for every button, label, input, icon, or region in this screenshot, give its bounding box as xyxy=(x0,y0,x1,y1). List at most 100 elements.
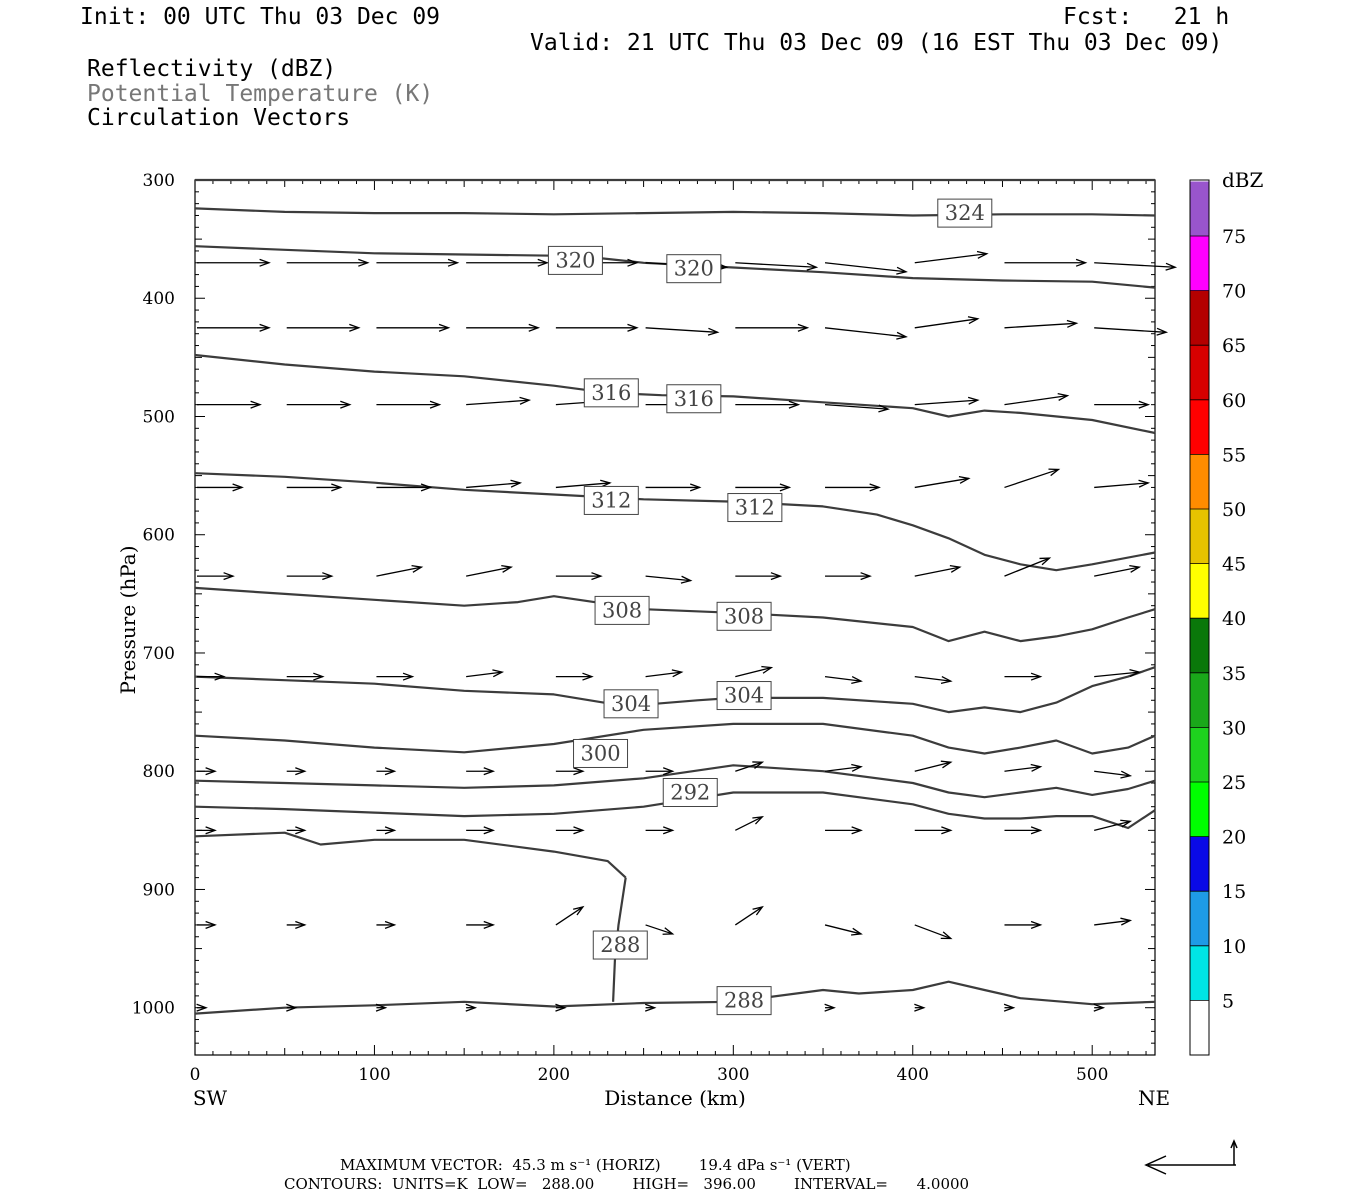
isentropes xyxy=(194,178,1156,1015)
isentrope-312 xyxy=(194,472,1156,572)
vector-head xyxy=(501,564,514,573)
colorbar-label: 30 xyxy=(1222,717,1246,739)
y-tick-label: 900 xyxy=(143,880,175,900)
vector-head xyxy=(851,675,863,684)
vector-head xyxy=(519,396,532,405)
vector-head xyxy=(967,396,980,405)
init-time: Init: 00 UTC Thu 03 Dec 09 xyxy=(80,4,441,30)
contour-label-box xyxy=(547,245,603,275)
colorbar-title: dBZ xyxy=(1222,168,1264,192)
vector-head xyxy=(851,826,863,835)
contour-label-288: 288 xyxy=(600,933,640,957)
vector-shaft xyxy=(1004,766,1041,772)
vector-head xyxy=(958,475,971,484)
vector-head xyxy=(914,1003,926,1012)
colorbar-bin xyxy=(1190,891,1209,946)
vector-head xyxy=(896,331,908,340)
vector-head xyxy=(860,572,872,581)
colorbar-label: 40 xyxy=(1222,608,1246,630)
vector-head xyxy=(797,323,810,332)
vector-head xyxy=(940,675,953,684)
field-reflectivity-label: Reflectivity (dBZ) xyxy=(87,56,337,82)
vector-head xyxy=(671,669,684,678)
colorbar-bin xyxy=(1190,181,1209,236)
colorbar-bin xyxy=(1190,563,1209,619)
vector-shaft xyxy=(914,761,951,772)
vector-head xyxy=(851,763,863,772)
colorbar-bin xyxy=(1190,945,1209,1001)
vector-shaft xyxy=(824,675,862,682)
vector-head xyxy=(402,672,415,681)
vector-shaft xyxy=(735,262,817,268)
isentrope-304 xyxy=(194,666,1156,714)
colorbar-label: 65 xyxy=(1222,335,1246,357)
vector-head xyxy=(528,323,541,332)
vector-shaft xyxy=(914,253,987,264)
vector-head xyxy=(429,400,442,409)
vector-head xyxy=(1129,564,1142,573)
vector-shaft xyxy=(824,924,862,935)
isentrope-292 xyxy=(194,791,1156,830)
colorbar-bin xyxy=(1190,454,1209,509)
colorbar-bin xyxy=(1190,782,1209,837)
y-tick-label: 700 xyxy=(143,644,175,664)
contour-label-box xyxy=(666,384,722,414)
vector-shaft xyxy=(914,318,978,329)
vector-head xyxy=(375,1003,388,1012)
field-vectors-label: Circulation Vectors xyxy=(87,105,351,131)
isentrope-324 xyxy=(194,207,1156,217)
vector-head xyxy=(851,927,863,936)
vector-shaft xyxy=(466,482,521,489)
vector-head xyxy=(1075,258,1088,267)
contour-label-324: 324 xyxy=(945,201,985,225)
x-tick-labels: 0 100 200 300 400 500 xyxy=(190,1065,1109,1085)
vector-head xyxy=(1120,819,1133,828)
isentrope-288 xyxy=(194,980,1156,1015)
vector-head xyxy=(483,826,496,835)
colorbar-bin xyxy=(1190,618,1209,673)
vector-head xyxy=(627,323,639,332)
dbz-colorbar: 5 10 15 20 25 30 35 40 45 50 55 60 65 70 75 xyxy=(1189,179,1246,1056)
vector-head xyxy=(492,669,505,678)
vector-head xyxy=(662,826,675,835)
vector-head xyxy=(1057,392,1070,401)
vector-head xyxy=(788,400,801,409)
contour-label-box xyxy=(583,485,639,515)
vector-head xyxy=(941,826,953,835)
contour-label-316: 316 xyxy=(591,381,631,405)
vector-shaft xyxy=(914,675,951,682)
vector-head xyxy=(573,905,585,916)
vector-shaft xyxy=(824,404,889,410)
colorbar-label: 75 xyxy=(1222,226,1246,248)
vector-head xyxy=(286,1003,298,1012)
vector-shaft xyxy=(645,671,682,678)
vector-shaft xyxy=(914,399,978,406)
contour-label-304: 304 xyxy=(724,684,764,708)
vector-head xyxy=(349,323,361,332)
colorbar-label: 20 xyxy=(1222,827,1246,849)
vector-shaft xyxy=(1094,566,1140,577)
vector-head xyxy=(752,761,765,769)
vector-shaft xyxy=(734,906,763,926)
colorbar-label: 25 xyxy=(1222,772,1246,794)
vector-head xyxy=(331,483,343,492)
vector-head xyxy=(1120,917,1133,926)
x-tick-label: 200 xyxy=(538,1065,570,1085)
vector-head xyxy=(384,920,397,929)
vector-shaft xyxy=(555,906,584,926)
vector-head xyxy=(662,767,675,776)
colorbar-label: 70 xyxy=(1222,281,1246,303)
vector-head xyxy=(322,572,334,581)
vector-head xyxy=(1138,400,1151,409)
circulation-vectors xyxy=(196,250,1178,1012)
isentrope-296 xyxy=(194,764,1156,799)
isentrope-300 xyxy=(194,722,1156,755)
plot-frame xyxy=(194,179,1156,1056)
vector-shaft xyxy=(914,566,960,577)
forecast-hour: Fcst: 21 h xyxy=(1063,4,1230,30)
vector-shaft xyxy=(1004,468,1059,489)
contour-label-300: 300 xyxy=(580,741,620,765)
contour-label-304: 304 xyxy=(611,692,651,716)
vector-head xyxy=(259,323,271,332)
y-tick-labels: 300 400 500 600 700 800 900 1000 xyxy=(132,171,175,1019)
